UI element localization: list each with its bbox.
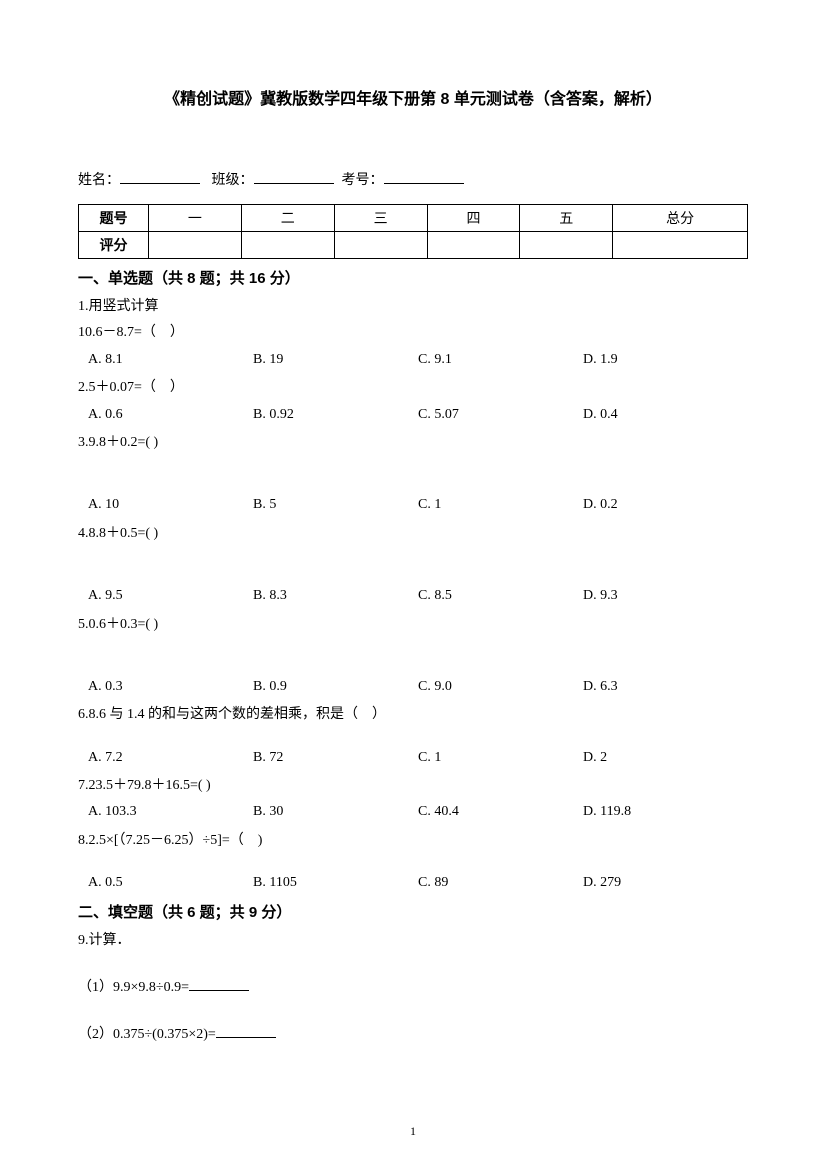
option-a[interactable]: A. 8.1 xyxy=(88,349,253,371)
option-d[interactable]: D. 6.3 xyxy=(583,676,748,698)
id-label: 考号： xyxy=(342,173,384,188)
option-b[interactable]: B. 0.9 xyxy=(253,676,418,698)
fill-blank[interactable] xyxy=(216,1037,276,1038)
id-blank[interactable] xyxy=(384,183,464,184)
option-c[interactable]: C. 9.1 xyxy=(418,349,583,371)
option-d[interactable]: D. 9.3 xyxy=(583,585,748,607)
q9-sub1: （1）9.9×9.8÷0.9= xyxy=(78,977,748,999)
col-3: 三 xyxy=(334,205,427,232)
option-c[interactable]: C. 89 xyxy=(418,872,583,894)
score-cell[interactable] xyxy=(613,232,748,259)
col-2: 二 xyxy=(241,205,334,232)
q5-options: A. 0.3 B. 0.9 C. 9.0 D. 6.3 xyxy=(78,676,748,698)
table-row: 评分 xyxy=(79,232,748,259)
q6-text: 6.8.6 与 1.4 的和与这两个数的差相乘，积是（ ） xyxy=(78,704,748,726)
q9-sub1-text: （1）9.9×9.8÷0.9= xyxy=(78,980,189,995)
student-info-line: 姓名： 班级： 考号： xyxy=(78,169,748,189)
section2-header: 二、填空题（共 6 题；共 9 分） xyxy=(78,901,748,922)
name-label: 姓名： xyxy=(78,173,120,188)
score-table: 题号 一 二 三 四 五 总分 评分 xyxy=(78,204,748,259)
score-cell[interactable] xyxy=(241,232,334,259)
q9-intro: 9.计算． xyxy=(78,930,748,952)
option-c[interactable]: C. 40.4 xyxy=(418,801,583,823)
question-1: 1.用竖式计算 10.6－8.7=（ ） A. 8.1 B. 19 C. 9.1… xyxy=(78,296,748,371)
option-d[interactable]: D. 0.4 xyxy=(583,404,748,426)
col-4: 四 xyxy=(427,205,520,232)
question-7: 7.23.5＋79.8＋16.5=( ) A. 103.3 B. 30 C. 4… xyxy=(78,775,748,824)
row-header: 评分 xyxy=(79,232,149,259)
option-a[interactable]: A. 7.2 xyxy=(88,747,253,769)
table-row: 题号 一 二 三 四 五 总分 xyxy=(79,205,748,232)
option-b[interactable]: B. 5 xyxy=(253,494,418,516)
option-b[interactable]: B. 19 xyxy=(253,349,418,371)
name-blank[interactable] xyxy=(120,183,200,184)
option-a[interactable]: A. 10 xyxy=(88,494,253,516)
option-d[interactable]: D. 1.9 xyxy=(583,349,748,371)
q3-text: 3.9.8＋0.2=( ) xyxy=(78,432,748,454)
col-5: 五 xyxy=(520,205,613,232)
question-8: 8.2.5×[（7.25－6.25）÷5]=（ ) A. 0.5 B. 1105… xyxy=(78,830,748,895)
exam-title: 《精创试题》冀教版数学四年级下册第 8 单元测试卷（含答案，解析） xyxy=(78,85,748,109)
option-d[interactable]: D. 2 xyxy=(583,747,748,769)
q1-text: 10.6－8.7=（ ） xyxy=(78,322,748,344)
option-a[interactable]: A. 0.6 xyxy=(88,404,253,426)
q9-sub2: （2）0.375÷(0.375×2)= xyxy=(78,1024,748,1046)
question-3: 3.9.8＋0.2=( ) A. 10 B. 5 C. 1 D. 0.2 xyxy=(78,432,748,517)
option-d[interactable]: D. 0.2 xyxy=(583,494,748,516)
option-b[interactable]: B. 30 xyxy=(253,801,418,823)
option-c[interactable]: C. 5.07 xyxy=(418,404,583,426)
class-label: 班级： xyxy=(212,173,254,188)
question-6: 6.8.6 与 1.4 的和与这两个数的差相乘，积是（ ） A. 7.2 B. … xyxy=(78,704,748,769)
q7-options: A. 103.3 B. 30 C. 40.4 D. 119.8 xyxy=(78,801,748,823)
fill-blank[interactable] xyxy=(189,990,249,991)
question-4: 4.8.8＋0.5=( ) A. 9.5 B. 8.3 C. 8.5 D. 9.… xyxy=(78,523,748,608)
score-cell[interactable] xyxy=(149,232,242,259)
option-b[interactable]: B. 72 xyxy=(253,747,418,769)
page-number: 1 xyxy=(410,1124,416,1139)
question-5: 5.0.6＋0.3=( ) A. 0.3 B. 0.9 C. 9.0 D. 6.… xyxy=(78,614,748,699)
q2-options: A. 0.6 B. 0.92 C. 5.07 D. 0.4 xyxy=(78,404,748,426)
q2-text: 2.5＋0.07=（ ） xyxy=(78,377,748,399)
question-2: 2.5＋0.07=（ ） A. 0.6 B. 0.92 C. 5.07 D. 0… xyxy=(78,377,748,426)
q1-intro: 1.用竖式计算 xyxy=(78,296,748,318)
col-total: 总分 xyxy=(613,205,748,232)
q3-options: A. 10 B. 5 C. 1 D. 0.2 xyxy=(78,494,748,516)
q1-options: A. 8.1 B. 19 C. 9.1 D. 1.9 xyxy=(78,349,748,371)
class-blank[interactable] xyxy=(254,183,334,184)
section1-header: 一、单选题（共 8 题；共 16 分） xyxy=(78,267,748,288)
q5-text: 5.0.6＋0.3=( ) xyxy=(78,614,748,636)
q6-options: A. 7.2 B. 72 C. 1 D. 2 xyxy=(78,747,748,769)
option-c[interactable]: C. 8.5 xyxy=(418,585,583,607)
option-b[interactable]: B. 1105 xyxy=(253,872,418,894)
option-b[interactable]: B. 0.92 xyxy=(253,404,418,426)
score-cell[interactable] xyxy=(334,232,427,259)
q9-sub2-text: （2）0.375÷(0.375×2)= xyxy=(78,1027,216,1042)
q4-options: A. 9.5 B. 8.3 C. 8.5 D. 9.3 xyxy=(78,585,748,607)
option-a[interactable]: A. 9.5 xyxy=(88,585,253,607)
option-a[interactable]: A. 103.3 xyxy=(88,801,253,823)
option-c[interactable]: C. 9.0 xyxy=(418,676,583,698)
option-b[interactable]: B. 8.3 xyxy=(253,585,418,607)
option-c[interactable]: C. 1 xyxy=(418,747,583,769)
row-header: 题号 xyxy=(79,205,149,232)
col-1: 一 xyxy=(149,205,242,232)
q8-text: 8.2.5×[（7.25－6.25）÷5]=（ ) xyxy=(78,830,748,852)
option-a[interactable]: A. 0.5 xyxy=(88,872,253,894)
option-d[interactable]: D. 119.8 xyxy=(583,801,748,823)
option-c[interactable]: C. 1 xyxy=(418,494,583,516)
score-cell[interactable] xyxy=(520,232,613,259)
score-cell[interactable] xyxy=(427,232,520,259)
option-d[interactable]: D. 279 xyxy=(583,872,748,894)
q8-options: A. 0.5 B. 1105 C. 89 D. 279 xyxy=(78,872,748,894)
option-a[interactable]: A. 0.3 xyxy=(88,676,253,698)
question-9: 9.计算． （1）9.9×9.8÷0.9= （2）0.375÷(0.375×2)… xyxy=(78,930,748,1047)
q7-text: 7.23.5＋79.8＋16.5=( ) xyxy=(78,775,748,797)
q4-text: 4.8.8＋0.5=( ) xyxy=(78,523,748,545)
